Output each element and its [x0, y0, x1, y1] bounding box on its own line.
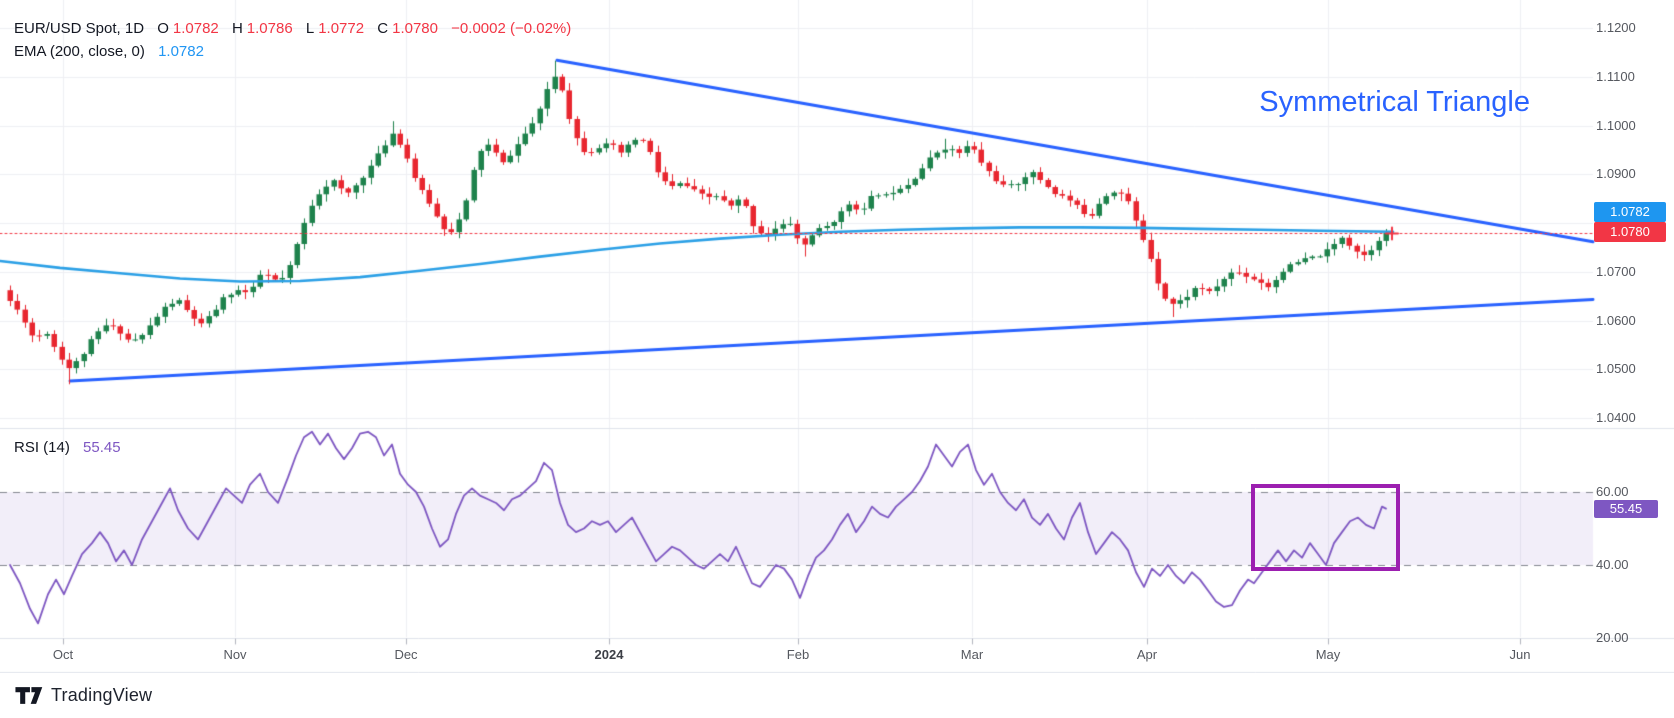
price-axis-label: 1.1000: [1596, 117, 1636, 133]
price-axis-label: 1.0500: [1596, 361, 1636, 377]
tradingview-logo-icon[interactable]: [14, 683, 43, 708]
ohlc-open-value: 1.0782: [172, 20, 219, 37]
rsi-axis-label: 20.00: [1596, 630, 1629, 645]
price-axis-label: 1.0600: [1596, 312, 1636, 328]
rsi-axis-label: 60.00: [1596, 484, 1629, 499]
time-axis-label: May: [1315, 647, 1341, 662]
footer: TradingView: [0, 673, 1674, 718]
time-axis-label: Mar: [960, 647, 984, 662]
price-axis-label: 1.0900: [1596, 166, 1636, 182]
tradingview-brand-text[interactable]: TradingView: [51, 685, 153, 705]
rsi-legend[interactable]: RSI (14) 55.45: [14, 439, 125, 456]
price-axis-label: 1.1100: [1596, 68, 1635, 84]
ohlc-open-label: O: [157, 20, 169, 37]
ohlc-high-value: 1.0786: [246, 20, 293, 37]
ema-legend-label: EMA (200, close, 0): [14, 43, 145, 60]
time-axis-label: Oct: [52, 647, 74, 662]
ema-legend[interactable]: EMA (200, close, 0) 1.0782: [14, 43, 208, 60]
rsi-value-badge: 55.45: [1594, 500, 1658, 518]
ema-legend-value: 1.0782: [158, 43, 204, 60]
ohlc-close-label: C: [377, 20, 389, 37]
ohlc-low-value: 1.0772: [318, 20, 365, 37]
price-axis-label: 1.1200: [1596, 20, 1636, 35]
time-axis-label: Jun: [1509, 647, 1531, 662]
rsi-legend-value: 55.45: [83, 439, 121, 456]
ohlc-change: −0.0002 (−0.02%): [451, 20, 572, 37]
time-axis-label: 2024: [594, 647, 624, 662]
rsi-legend-label: RSI (14): [14, 439, 70, 456]
time-axis-label: Apr: [1136, 647, 1158, 662]
ohlc-close-value: 1.0780: [392, 20, 438, 37]
pattern-annotation[interactable]: Symmetrical Triangle: [1259, 86, 1530, 118]
symbol-legend[interactable]: EUR/USD Spot, 1D O 1.0782 H 1.0786 L 1.0772…: [14, 20, 575, 37]
symbol-title: EUR/USD Spot, 1D: [14, 20, 145, 37]
ema-price-badge: 1.0782: [1594, 202, 1666, 222]
time-axis-label: Feb: [786, 647, 810, 662]
ohlc-low-label: L: [305, 20, 315, 37]
price-axis-label: 1.0700: [1596, 263, 1636, 279]
time-axis-label: Dec: [394, 647, 418, 662]
last-price-badge: 1.0780: [1594, 222, 1666, 242]
rsi-axis-label: 40.00: [1596, 557, 1629, 572]
rsi-highlight-box[interactable]: [1251, 484, 1400, 571]
price-axis-label: 1.0400: [1596, 410, 1636, 425]
ohlc-high-label: H: [231, 20, 243, 37]
time-axis-label: Nov: [223, 647, 247, 662]
